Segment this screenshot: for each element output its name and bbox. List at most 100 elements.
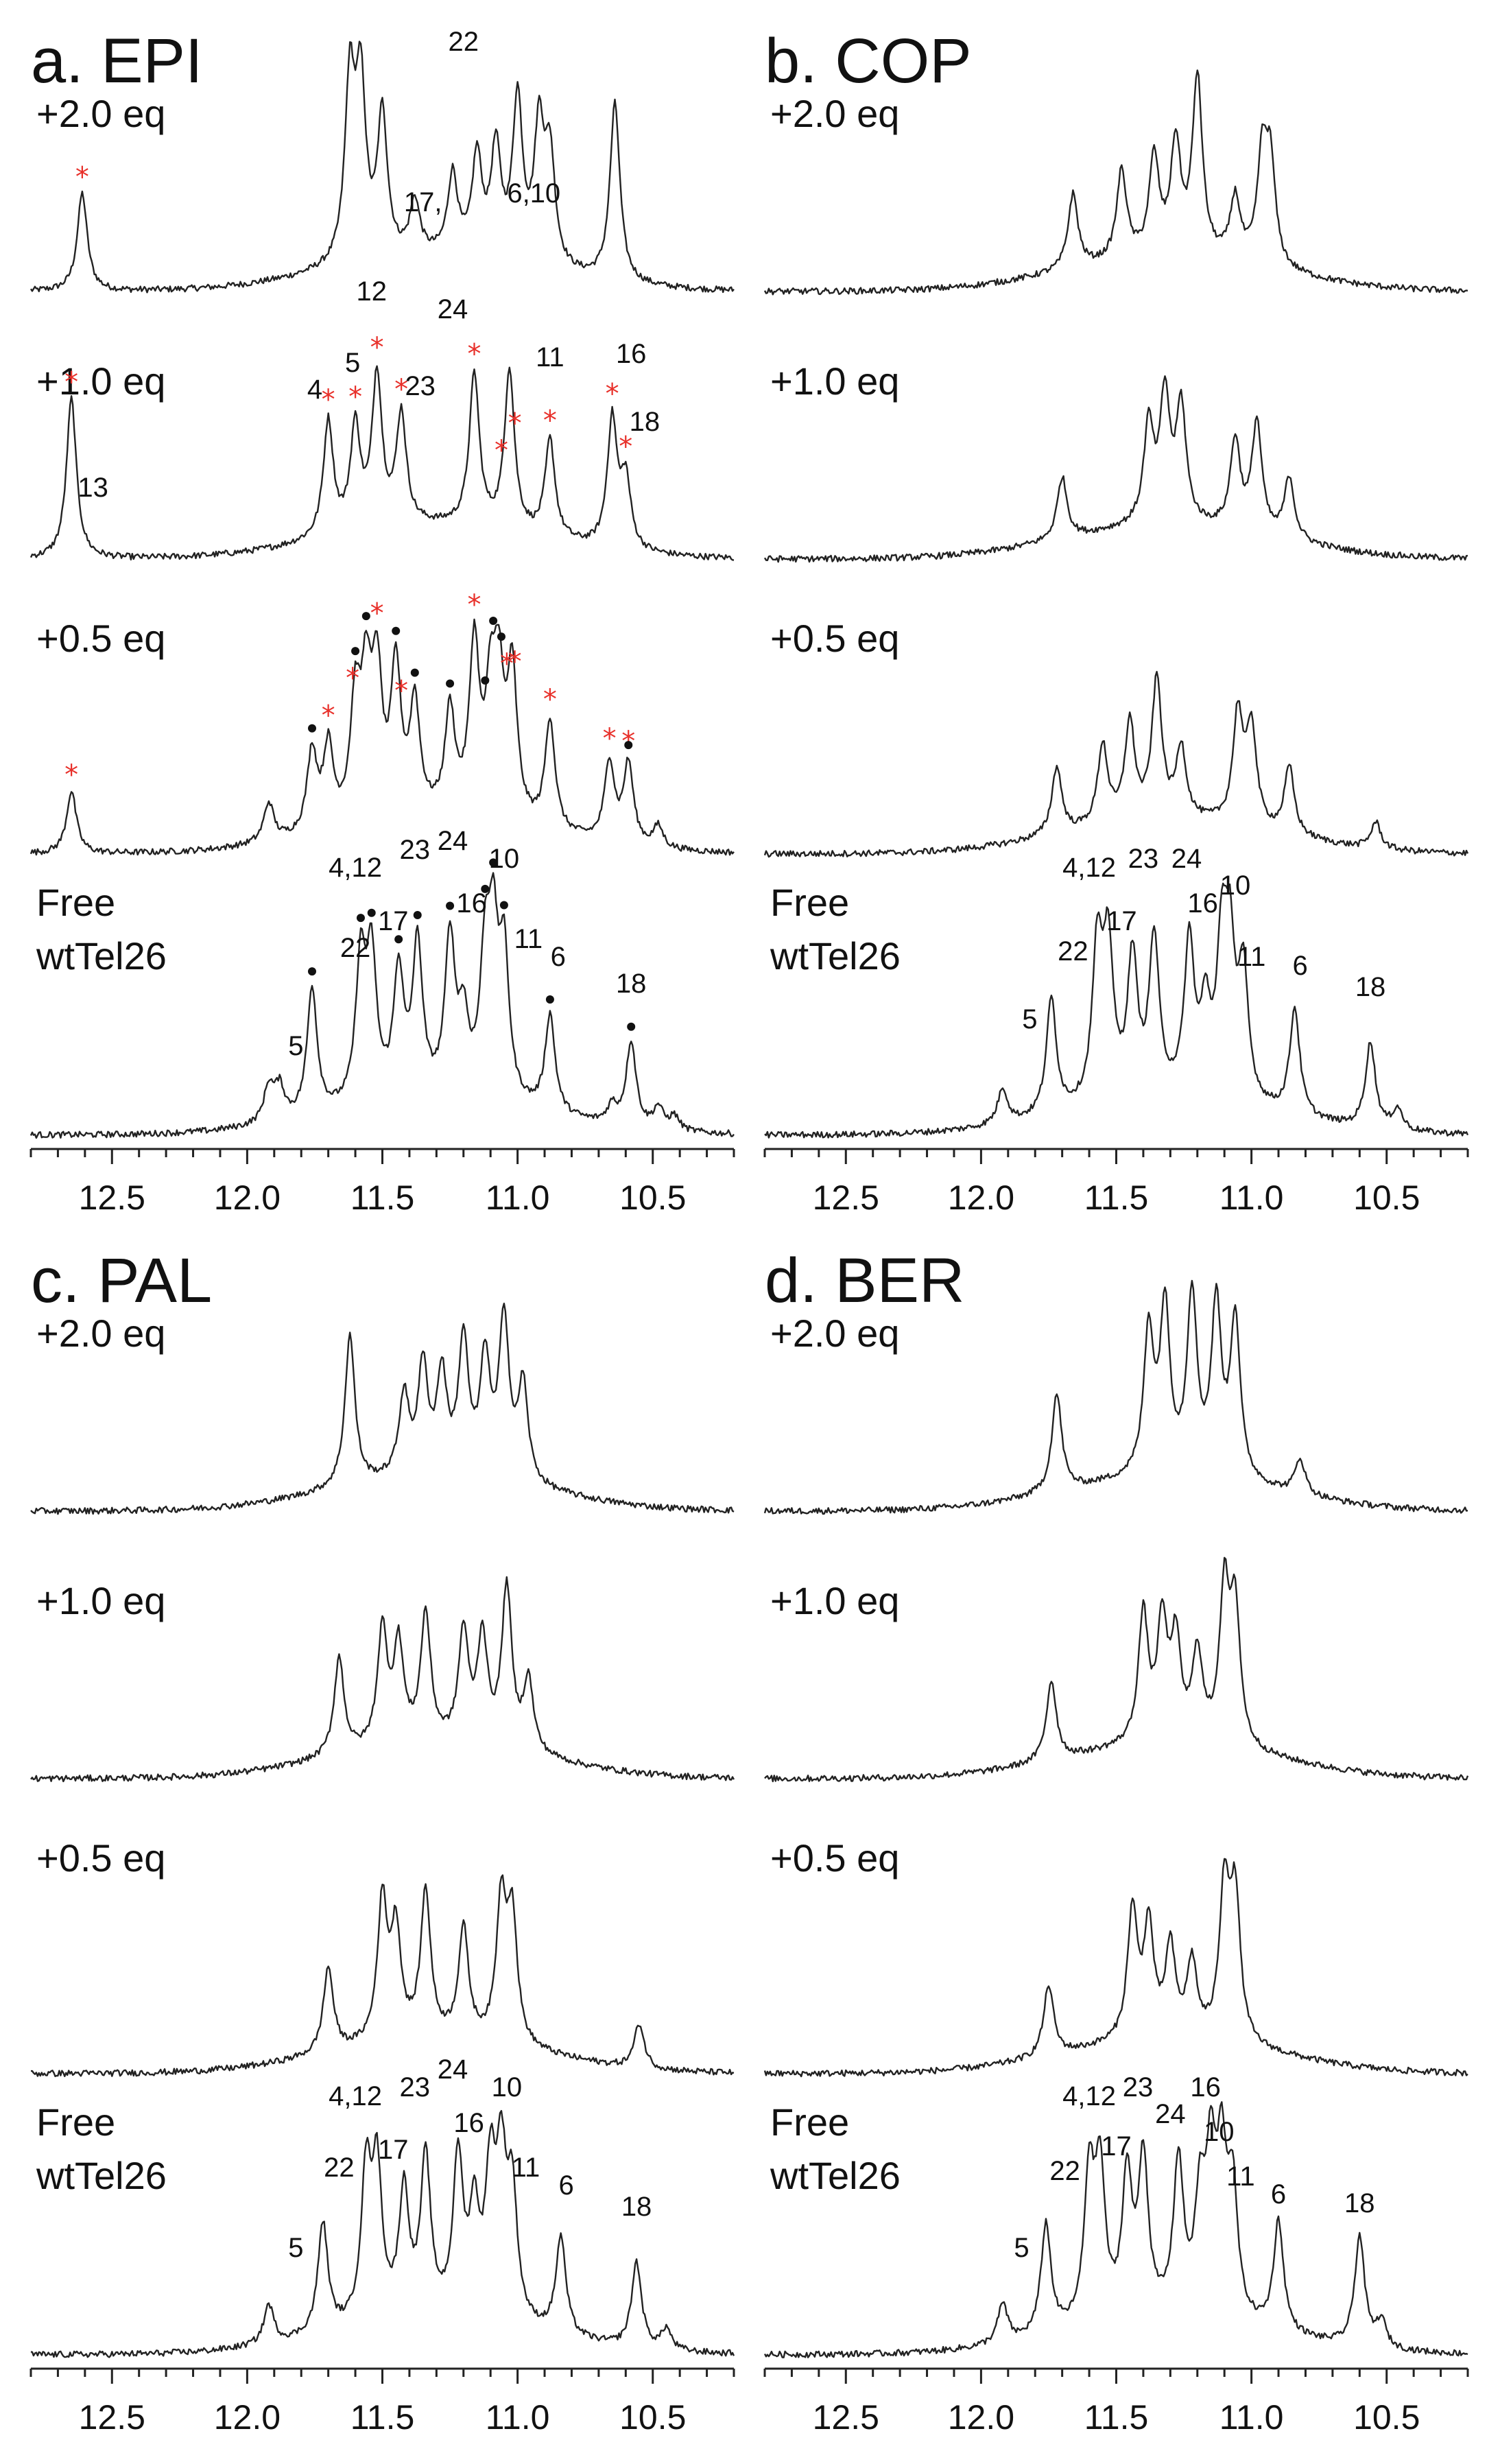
asterisk-marker: * [394,374,408,405]
spectrum-2-0-eq: +2.0 eq [763,1279,1468,1515]
peak-label: 23 [1123,2072,1154,2102]
x-tick-label: 11.0 [486,1178,550,1217]
x-tick-label: 10.5 [1353,1178,1420,1217]
peak-label: 23 [400,835,431,865]
condition-label: wtTel26 [770,934,901,978]
peak-label: 4,12 [329,853,382,883]
x-axis: 12.5 12.0 11.5 11.0 10.5 [763,1148,1469,1217]
asterisk-marker: * [394,676,408,707]
condition-label: Free [770,881,849,924]
spectrum-1-0-eq: +1.0 eq [30,1576,735,1783]
peak-label: 18 [616,969,647,999]
dot-marker [392,626,401,635]
spectrum-free-wttel26: Free wtTel26 [30,2100,735,2358]
asterisk-marker: * [322,700,335,732]
asterisk-marker: * [64,366,78,398]
peak-label: 22 [1058,936,1088,967]
peak-label: 17 [1106,906,1137,936]
peak-label: 23 [405,371,436,401]
x-axis: 12.5 12.0 11.5 11.0 10.5 [29,2367,735,2437]
spectrum-trace [763,69,1468,296]
asterisk-marker: * [370,597,384,629]
dot-marker [481,676,490,685]
spectrum-1-0-eq: +1.0 eq [763,359,1468,563]
peak-label: 6 [551,942,566,972]
x-tick-label: 11.5 [350,1178,415,1217]
spectrum-trace [763,2101,1468,2358]
asterisk-marker: * [64,759,78,791]
x-tick-label: 10.5 [1353,2398,1420,2437]
asterisk-marker: * [346,663,359,694]
peak-label: 10 [1204,2117,1235,2147]
peak-label: 10 [492,2072,523,2102]
peak-label: 4,12 [1062,2081,1116,2111]
peak-label: 5 [345,348,360,378]
condition-label: +0.5 eq [36,617,165,660]
peak-label: 17 [378,906,409,936]
asterisk-marker: * [322,384,335,416]
peak-label: 24 [438,294,468,324]
x-axis: 12.5 12.0 11.5 11.0 10.5 [29,1148,735,1217]
peak-label: 17, [404,187,442,217]
dot-marker [410,668,419,677]
peak-label: 4,12 [1062,853,1116,883]
asterisk-marker: * [348,381,362,413]
peak-label: 6,10 [507,178,560,209]
dot-marker [351,647,360,656]
peak-label: 6 [1271,2179,1286,2210]
peak-label: 4,12 [329,2081,382,2111]
dot-marker [446,679,455,688]
peak-label: 24 [1155,2099,1186,2129]
peak-label: 13 [78,473,108,503]
x-tick-label: 12.5 [813,2398,879,2437]
peak-label: 12 [356,276,387,307]
dot-marker [624,741,633,750]
x-tick-label: 11.5 [350,2398,415,2437]
spectrum-0-5-eq: +0.5 eq [763,617,1469,858]
peak-label: 24 [438,826,468,856]
peak-label: 18 [1355,972,1386,1002]
condition-label: wtTel26 [36,2154,167,2197]
spectrum-trace [764,1556,1469,1783]
peak-label: 24 [438,2054,468,2085]
spectrum-trace [763,671,1469,858]
condition-label: Free [770,2100,849,2144]
spectrum-free-wttel26: Free wtTel26 [764,881,1469,1139]
asterisk-marker: * [500,648,514,680]
peak-label: 18 [1344,2188,1375,2218]
dot-marker [413,910,422,919]
spectrum-trace [763,375,1468,563]
peak-label: 11 [514,924,543,954]
condition-label: +1.0 eq [770,359,899,403]
peak-label: 17 [1101,2131,1132,2161]
peak-label: 18 [621,2192,652,2222]
peak-label: 22 [340,933,371,963]
spectrum-trace [764,882,1469,1139]
peak-label: 16 [616,339,647,369]
panel-title: a. EPI [31,26,203,96]
x-tick-label: 11.0 [486,2398,550,2437]
dot-marker [308,967,316,976]
x-tick-label: 12.5 [79,2398,145,2437]
spectrum-trace [763,1858,1468,2078]
asterisk-marker: * [508,646,522,678]
spectrum-trace [29,872,735,1139]
condition-label: +1.0 eq [770,1579,899,1622]
peak-label: 4 [307,375,322,405]
x-tick-label: 11.0 [1219,1178,1284,1217]
x-tick-label: 12.0 [214,2398,281,2437]
peak-label: 10 [489,844,520,874]
dot-marker [489,616,498,625]
asterisk-marker: * [468,589,481,621]
x-tick-label: 12.0 [948,2398,1014,2437]
condition-label: +0.5 eq [770,1836,899,1880]
peak-label: 22 [1049,2156,1080,2186]
panel-a-epi: a. EPI+2.0 eq*+1.0 eq** ****** ***+0.5 eq*… [29,26,735,1217]
panel-c-pal: c. PAL+2.0 eq +1.0 eq +0.5 eq Free wtTel26 4,… [29,1246,735,2437]
dot-marker [361,612,370,621]
condition-label: Free [36,2100,115,2144]
dot-marker [497,632,505,641]
spectrum-0-5-eq: +0.5 eq [763,1836,1468,2078]
spectrum-2-0-eq: +2.0 eq * [29,40,735,294]
